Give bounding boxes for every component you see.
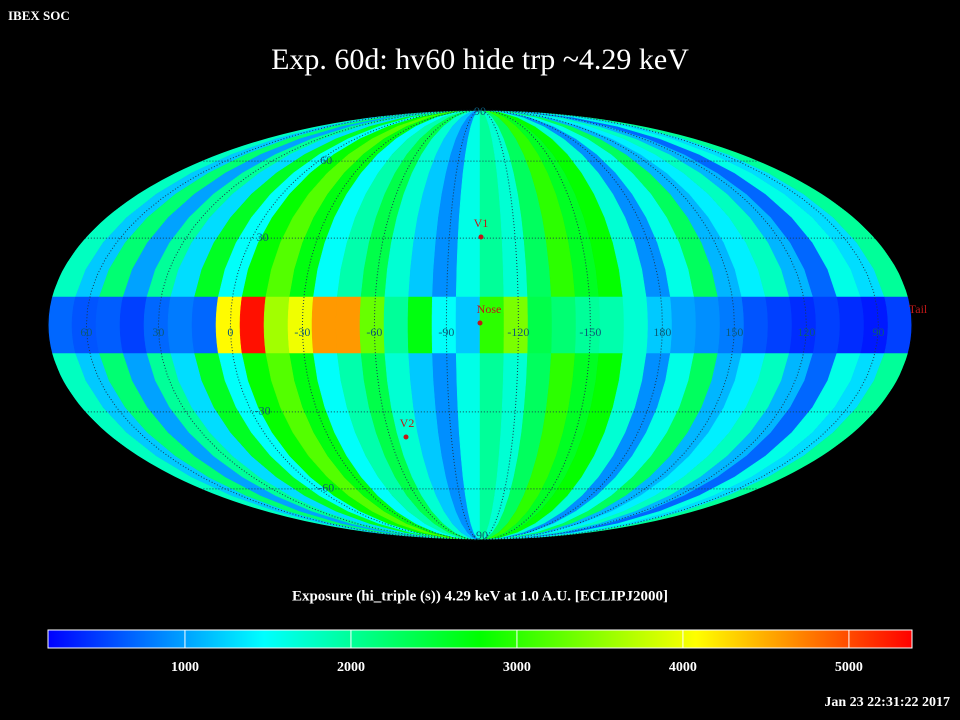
- lon-label: -30: [294, 325, 310, 339]
- band-cell: [311, 296, 338, 354]
- colorbar-label: Exposure (hi_triple (s)) 4.29 keV at 1.0…: [292, 588, 668, 604]
- meridian: [445, 109, 481, 541]
- lon-label: 180: [653, 325, 671, 339]
- band-cell: [191, 296, 219, 354]
- band-cell: [239, 296, 267, 354]
- meridian: [479, 109, 519, 541]
- lon-label: 120: [797, 325, 815, 339]
- band-cell: [812, 296, 841, 354]
- band-cell: [598, 296, 625, 354]
- map-outline: [47, 109, 913, 541]
- marker-dot: [477, 320, 483, 326]
- meridian: [479, 109, 879, 541]
- marker-label: Tail: [909, 302, 928, 316]
- meridian: [479, 109, 735, 541]
- band-cell: [693, 296, 721, 354]
- meridian: [479, 109, 807, 541]
- map: [47, 109, 913, 541]
- band-cell: [263, 296, 290, 354]
- band-cell: [670, 296, 697, 354]
- colorbar: [47, 629, 913, 649]
- marker-dot: [403, 434, 409, 440]
- corner-label: IBEX SOC: [8, 8, 70, 23]
- marker-label: V1: [474, 216, 489, 230]
- colorbar-tick-label: 5000: [835, 660, 863, 675]
- marker-label: Nose: [477, 302, 502, 316]
- lon-label: 0: [227, 325, 233, 339]
- lat-label: -60: [318, 481, 334, 495]
- band-cell: [527, 296, 553, 354]
- lon-label: 60: [80, 325, 92, 339]
- colorbar-tick-label: 1000: [171, 660, 199, 675]
- band-cell: [551, 296, 577, 354]
- lat-label: 60: [320, 153, 332, 167]
- band-cell: [407, 296, 433, 354]
- meridian: [373, 109, 481, 541]
- marker-dot: [478, 234, 484, 240]
- lon-label: -90: [438, 325, 454, 339]
- lon-label: -150: [579, 325, 601, 339]
- chart-title: Exp. 60d: hv60 hide trp ~4.29 keV: [271, 43, 689, 76]
- colorbar-tick-label: 2000: [337, 660, 365, 675]
- band-cell: [119, 296, 148, 354]
- timestamp: Jan 23 22:31:22 2017: [824, 695, 950, 710]
- band-cell: [765, 296, 793, 354]
- marker-label: V2: [400, 416, 415, 430]
- lon-label: 90: [872, 325, 884, 339]
- band-cell: [335, 296, 362, 354]
- colorbar-tick-label: 4000: [669, 660, 697, 675]
- band-cell: [836, 296, 865, 354]
- lat-label: -30: [255, 404, 271, 418]
- band-cell: [622, 296, 649, 354]
- lat-label: 90: [474, 104, 486, 118]
- meridian: [229, 109, 481, 541]
- band-cell: [383, 296, 409, 354]
- lat-label: -90: [472, 528, 488, 542]
- lon-label: -120: [507, 325, 529, 339]
- colorbar-tick-label: 3000: [503, 660, 531, 675]
- lon-label: 30: [152, 325, 164, 339]
- lon-label: 150: [725, 325, 743, 339]
- meridian: [479, 109, 663, 541]
- lat-label: 30: [257, 230, 269, 244]
- band-cell: [167, 296, 195, 354]
- band-cell: [47, 296, 76, 354]
- lon-label: -60: [366, 325, 382, 339]
- band-cell: [741, 296, 769, 354]
- band-cell: [95, 296, 124, 354]
